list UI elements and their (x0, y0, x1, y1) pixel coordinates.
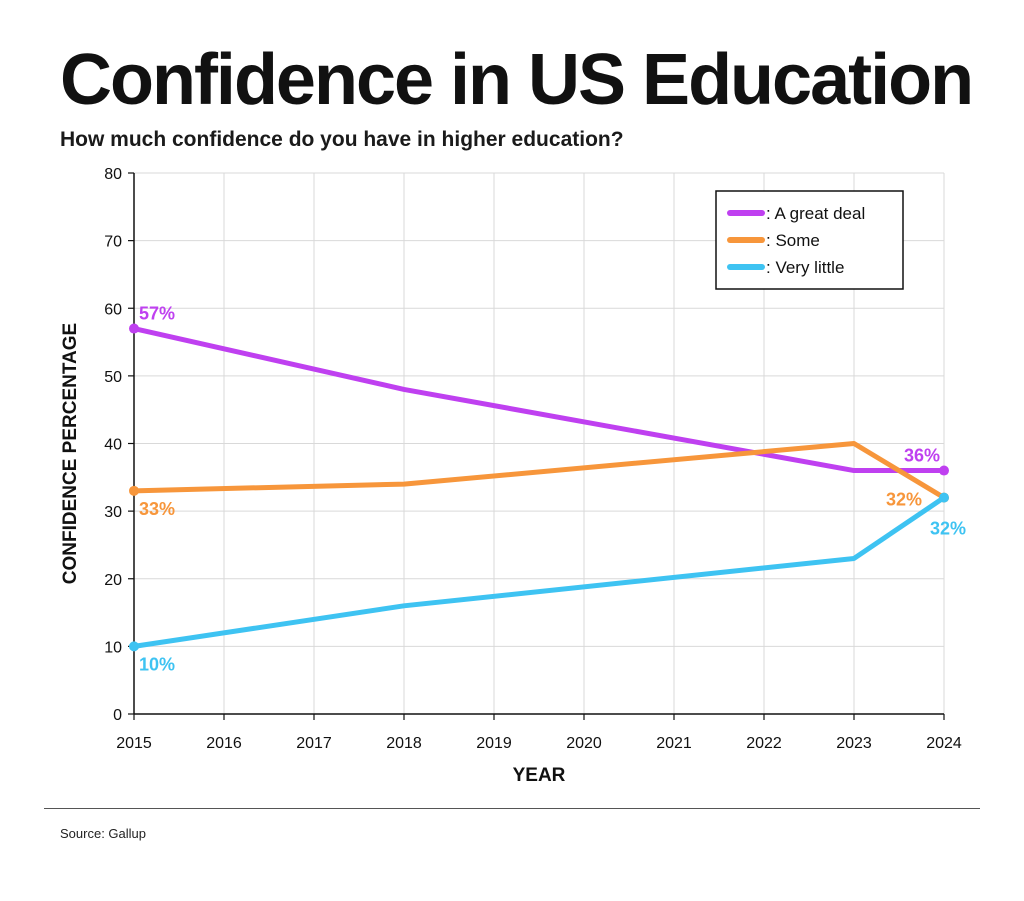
series-point (129, 485, 139, 496)
x-tick-label: 2022 (746, 735, 782, 752)
legend-label: : Some (766, 231, 820, 250)
y-axis-title: CONFIDENCE PERCENTAGE (60, 323, 81, 584)
data-label: 32% (886, 490, 922, 510)
data-label: 10% (139, 654, 175, 674)
series-point (129, 641, 139, 652)
data-label: 33% (139, 499, 175, 519)
series-line-2 (131, 495, 947, 649)
series-point (939, 492, 949, 503)
x-tick-label: 2015 (116, 735, 152, 752)
y-tick-label: 70 (104, 234, 122, 251)
series-line-1 (131, 441, 947, 501)
y-tick-label: 0 (113, 707, 122, 724)
y-tick-label: 40 (104, 437, 122, 454)
divider (44, 808, 980, 809)
legend-label: : A great deal (766, 204, 865, 223)
y-tick-label: 50 (104, 369, 122, 386)
x-tick-label: 2017 (296, 735, 332, 752)
x-tick-label: 2024 (926, 735, 962, 752)
series-point (939, 465, 949, 476)
y-tick-label: 10 (104, 639, 122, 656)
data-labels: 57% 36% 33% 32% 10% 32% (139, 304, 966, 675)
data-label: 57% (139, 304, 175, 324)
axes: 0 10 20 30 40 50 60 70 80 2015 2016 2017 2018 2019 202… (60, 166, 962, 786)
x-tick-label: 2018 (386, 735, 422, 752)
x-tick-label: 2023 (836, 735, 872, 752)
x-tick-label: 2020 (566, 735, 602, 752)
x-axis-title: YEAR (513, 765, 566, 786)
series-line-0 (131, 326, 947, 474)
data-label: 32% (930, 519, 966, 539)
data-label: 36% (904, 446, 940, 466)
y-tick-label: 60 (104, 301, 122, 318)
series-point (129, 323, 139, 334)
legend: : A great deal : Some : Very little (715, 190, 904, 290)
source-note: Source: Gallup (60, 826, 146, 841)
y-tick-label: 30 (104, 504, 122, 521)
y-tick-label: 80 (104, 166, 122, 183)
y-tick-label: 20 (104, 572, 122, 589)
legend-label: : Very little (766, 258, 844, 277)
series-lines (129, 323, 949, 652)
x-tick-label: 2016 (206, 735, 242, 752)
x-tick-label: 2019 (476, 735, 512, 752)
chart-subtitle: How much confidence do you have in highe… (60, 128, 624, 151)
chart-title: Confidence in US Education (60, 40, 974, 120)
x-tick-label: 2021 (656, 735, 692, 752)
